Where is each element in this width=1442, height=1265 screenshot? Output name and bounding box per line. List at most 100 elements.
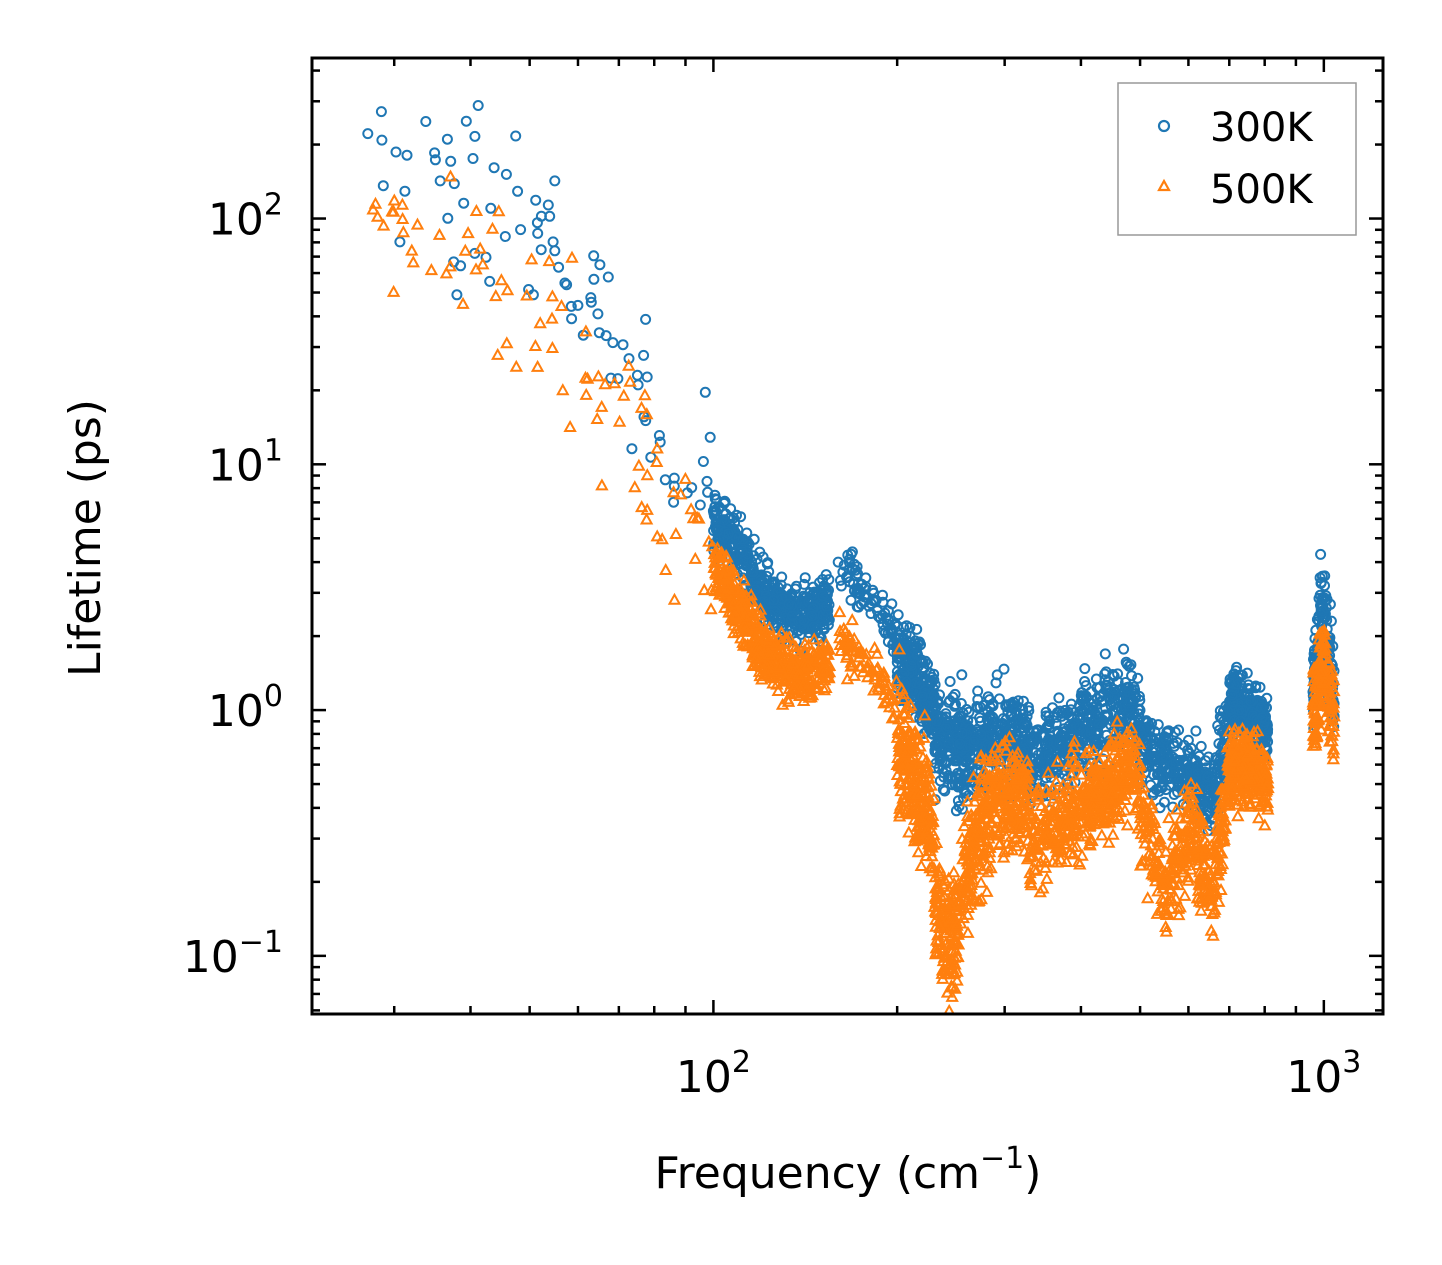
point-300K <box>958 762 970 774</box>
point-500K <box>684 502 698 515</box>
point-500K <box>443 169 458 182</box>
point-300K <box>1091 736 1102 748</box>
point-300K <box>588 273 600 285</box>
point-300K <box>892 609 904 621</box>
point-300K <box>697 456 709 467</box>
point-500K <box>1095 828 1109 841</box>
point-300K <box>659 474 671 486</box>
point-300K <box>565 300 577 312</box>
point-300K <box>929 679 941 691</box>
point-300K <box>1125 659 1137 671</box>
point-300K <box>1115 717 1127 729</box>
point-500K <box>405 243 419 256</box>
point-300K <box>1146 717 1158 729</box>
point-300K <box>934 689 945 701</box>
point-300K <box>1022 701 1034 713</box>
point-300K <box>1095 690 1107 702</box>
point-300K <box>445 155 457 167</box>
point-500K <box>556 383 570 396</box>
point-300K <box>799 572 811 584</box>
point-500K <box>458 243 472 256</box>
point-300K <box>607 337 619 349</box>
point-300K <box>931 715 943 727</box>
point-500K <box>579 387 593 400</box>
point-300K <box>399 185 411 197</box>
point-300K <box>872 610 884 622</box>
point-500K <box>632 458 646 471</box>
point-300K <box>891 620 903 632</box>
point-500K <box>607 376 622 389</box>
point-500K <box>655 532 669 545</box>
point-500K <box>980 884 994 897</box>
point-500K <box>494 273 509 286</box>
point-300K <box>549 245 561 257</box>
point-500K <box>669 526 683 539</box>
point-500K <box>533 316 547 329</box>
point-500K <box>623 374 637 387</box>
point-300K <box>955 711 967 723</box>
point-500K <box>590 411 604 424</box>
point-300K <box>1053 692 1065 704</box>
point-500K <box>439 266 454 279</box>
point-300K <box>559 277 571 289</box>
point-300K <box>812 624 824 636</box>
point-300K <box>510 130 522 142</box>
point-300K <box>699 386 711 398</box>
point-500K <box>376 218 391 231</box>
point-300K <box>918 663 930 674</box>
point-300K <box>592 308 604 320</box>
point-500K <box>396 225 411 238</box>
point-300K <box>1021 720 1033 732</box>
point-500K <box>635 500 649 513</box>
point-300K <box>1241 667 1253 679</box>
point-300K <box>1133 703 1145 715</box>
point-500K <box>974 875 988 888</box>
point-500K <box>520 288 534 301</box>
point-300K <box>940 708 952 720</box>
point-300K <box>783 598 795 610</box>
point-300K <box>500 168 512 180</box>
point-300K <box>806 610 818 622</box>
point-300K <box>1079 702 1091 714</box>
point-500K <box>833 605 847 618</box>
point-500K <box>1034 798 1048 811</box>
point-300K <box>499 231 511 242</box>
point-300K <box>1003 699 1015 711</box>
point-300K <box>934 754 946 766</box>
point-300K <box>911 623 923 635</box>
point-300K <box>968 736 980 748</box>
point-300K <box>1152 769 1163 781</box>
point-300K <box>1090 673 1102 685</box>
point-500K <box>1040 871 1054 884</box>
point-300K <box>467 153 479 164</box>
point-500K <box>659 562 673 575</box>
point-500K <box>688 551 702 564</box>
point-300K <box>429 154 441 166</box>
point-500K <box>366 202 380 215</box>
point-300K <box>593 327 605 339</box>
point-300K <box>901 676 912 688</box>
point-300K <box>401 149 413 161</box>
point-300K <box>1227 696 1239 708</box>
point-300K <box>737 533 749 545</box>
point-300K <box>460 115 472 127</box>
point-300K <box>1041 721 1053 733</box>
point-300K <box>640 313 652 325</box>
point-500K <box>961 925 975 938</box>
point-300K <box>1118 643 1130 655</box>
point-500K <box>565 250 579 263</box>
point-300K <box>1072 711 1084 723</box>
point-300K <box>1163 779 1175 791</box>
point-300K <box>1315 577 1327 589</box>
point-500K <box>395 211 410 224</box>
point-300K <box>535 244 547 256</box>
point-300K <box>1238 689 1250 701</box>
point-300K <box>1195 740 1207 752</box>
point-300K <box>1314 589 1326 601</box>
point-300K <box>851 561 863 573</box>
point-300K <box>1155 745 1167 757</box>
point-500K <box>491 347 505 360</box>
point-300K <box>566 313 578 325</box>
point-500K <box>579 324 593 337</box>
